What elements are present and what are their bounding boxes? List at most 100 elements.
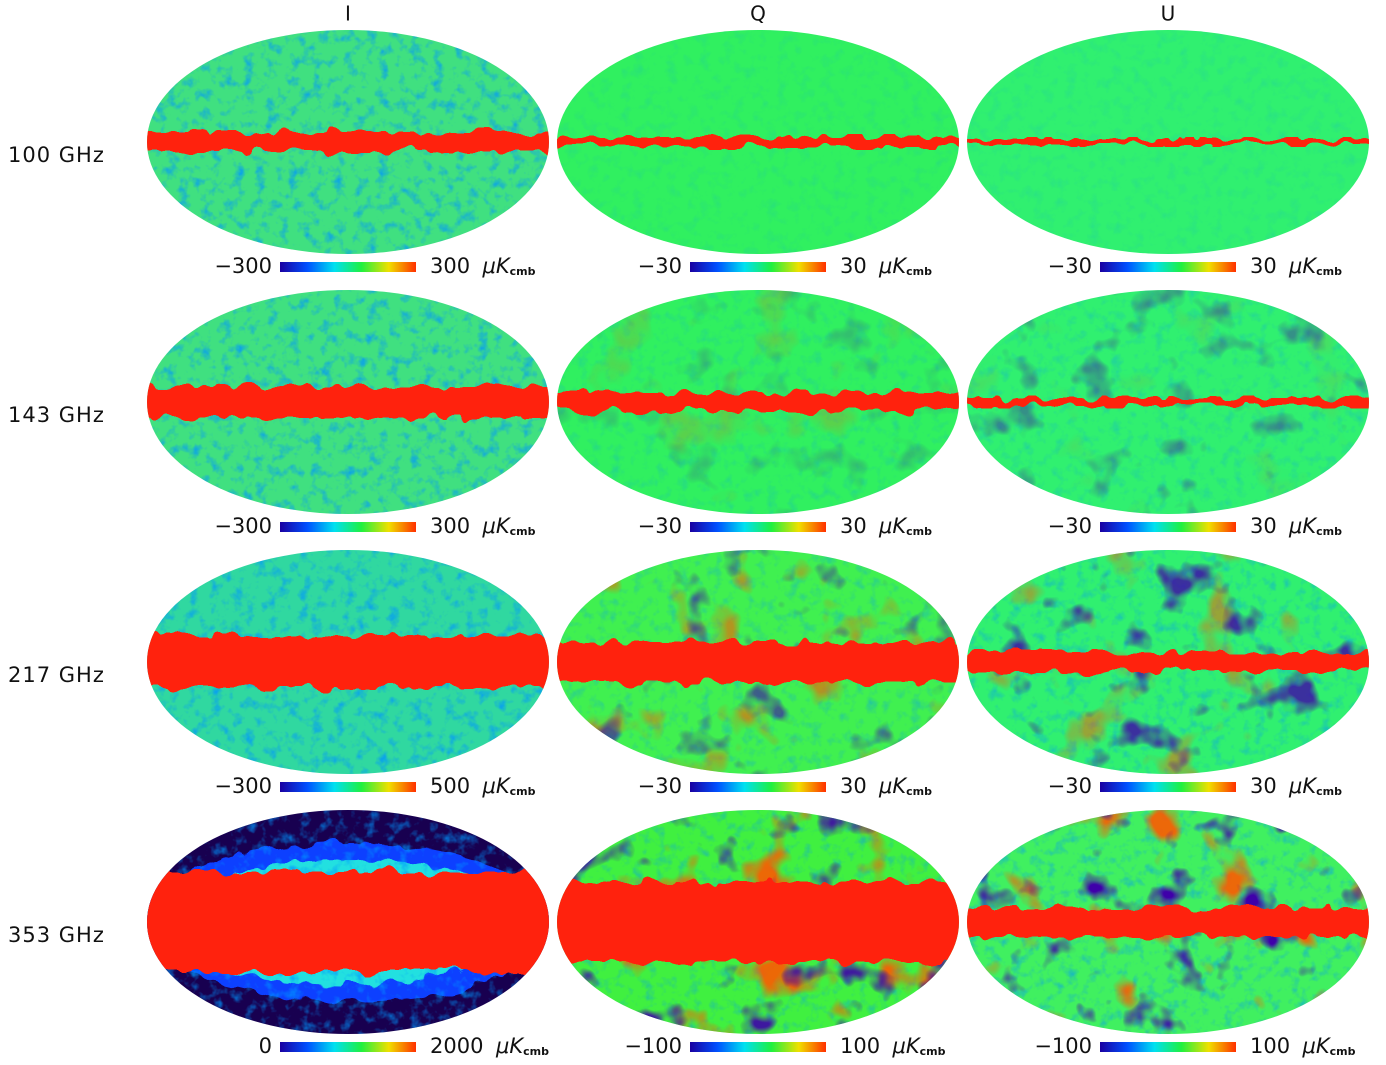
- unit-subscript: cmb: [510, 265, 536, 278]
- unit: μKcmb: [482, 254, 536, 278]
- galactic-plane: [537, 137, 979, 147]
- colorbar-min: −300: [214, 774, 272, 798]
- row-label: 143 GHz: [8, 403, 105, 427]
- unit: μKcmb: [878, 254, 932, 278]
- unit-subscript: cmb: [920, 1045, 946, 1058]
- galactic-plane: [127, 386, 569, 418]
- sky-map: [127, 810, 569, 1034]
- unit-symbol: μK: [1302, 1034, 1332, 1058]
- unit-symbol: μK: [495, 1034, 525, 1058]
- colorbar-min: −300: [214, 514, 272, 538]
- sky-map: [947, 810, 1386, 1034]
- colorbar-max: 2000: [430, 1034, 483, 1058]
- unit-symbol: μK: [1288, 774, 1318, 798]
- galactic-plane: [127, 636, 569, 688]
- colorbar-min: −30: [1048, 514, 1092, 538]
- colorbar: [280, 522, 416, 532]
- sky-map: [127, 550, 569, 774]
- unit: μKcmb: [1288, 774, 1342, 798]
- unit-symbol: μK: [482, 254, 512, 278]
- galactic-plane: [537, 882, 979, 962]
- row-label: 217 GHz: [8, 663, 105, 687]
- unit: μKcmb: [495, 1034, 549, 1058]
- galactic-plane: [947, 907, 1386, 937]
- colorbar: [280, 1042, 416, 1052]
- unit-subscript: cmb: [906, 785, 932, 798]
- unit-symbol: μK: [878, 774, 908, 798]
- colorbar-min: −30: [1048, 774, 1092, 798]
- unit-subscript: cmb: [1330, 1045, 1356, 1058]
- colorbar-min: −30: [1048, 254, 1092, 278]
- colorbar-min: −30: [638, 514, 682, 538]
- column-header: I: [345, 2, 351, 26]
- column-header: Q: [750, 2, 766, 26]
- sky-map: [537, 810, 979, 1034]
- unit: μKcmb: [1302, 1034, 1356, 1058]
- colorbar-min: −100: [624, 1034, 682, 1058]
- unit-subscript: cmb: [510, 785, 536, 798]
- unit: μKcmb: [1288, 254, 1342, 278]
- unit: μKcmb: [878, 774, 932, 798]
- colorbar-min: −100: [1034, 1034, 1092, 1058]
- colorbar-max: 100: [840, 1034, 880, 1058]
- colorbar-max: 30: [1250, 774, 1277, 798]
- unit-symbol: μK: [482, 774, 512, 798]
- colorbar: [690, 262, 826, 272]
- colorbar-min: −30: [638, 254, 682, 278]
- unit-subscript: cmb: [510, 525, 536, 538]
- colorbar: [690, 522, 826, 532]
- colorbar: [280, 782, 416, 792]
- colorbar-max: 300: [430, 254, 470, 278]
- galactic-plane: [537, 642, 979, 682]
- row-label: 353 GHz: [8, 923, 105, 947]
- colorbar: [280, 262, 416, 272]
- unit-subscript: cmb: [1316, 525, 1342, 538]
- colorbar-max: 30: [840, 254, 867, 278]
- sky-map: [947, 550, 1386, 774]
- unit-subscript: cmb: [906, 265, 932, 278]
- colorbar: [1100, 522, 1236, 532]
- galactic-plane: [127, 872, 569, 972]
- row-label: 100 GHz: [8, 143, 105, 167]
- unit: μKcmb: [482, 514, 536, 538]
- sky-map: [127, 290, 569, 514]
- unit-subscript: cmb: [523, 1045, 549, 1058]
- colorbar-min: −300: [214, 254, 272, 278]
- unit-subscript: cmb: [1316, 265, 1342, 278]
- galactic-plane: [947, 652, 1386, 672]
- unit-symbol: μK: [1288, 254, 1318, 278]
- sky-map: [947, 30, 1386, 254]
- sky-map: [127, 30, 569, 254]
- sky-map: [537, 290, 979, 514]
- galactic-plane: [947, 139, 1386, 145]
- sky-map: [537, 30, 979, 254]
- unit: μKcmb: [1288, 514, 1342, 538]
- colorbar: [1100, 782, 1236, 792]
- colorbar-max: 30: [840, 774, 867, 798]
- colorbar: [690, 1042, 826, 1052]
- colorbar-max: 30: [1250, 254, 1277, 278]
- colorbar-min: −30: [638, 774, 682, 798]
- unit-subscript: cmb: [906, 525, 932, 538]
- unit-symbol: μK: [1288, 514, 1318, 538]
- unit-symbol: μK: [892, 1034, 922, 1058]
- galactic-plane: [947, 398, 1386, 406]
- column-header: U: [1161, 2, 1176, 26]
- sky-map: [947, 290, 1386, 514]
- galactic-plane: [537, 393, 979, 411]
- colorbar-max: 30: [1250, 514, 1277, 538]
- colorbar-max: 500: [430, 774, 470, 798]
- colorbar-max: 300: [430, 514, 470, 538]
- colorbar: [690, 782, 826, 792]
- unit: μKcmb: [892, 1034, 946, 1058]
- unit: μKcmb: [878, 514, 932, 538]
- unit: μKcmb: [482, 774, 536, 798]
- galactic-plane: [127, 132, 569, 152]
- unit-subscript: cmb: [1316, 785, 1342, 798]
- colorbar: [1100, 1042, 1236, 1052]
- colorbar-max: 100: [1250, 1034, 1290, 1058]
- sky-map: [537, 550, 979, 774]
- colorbar-max: 30: [840, 514, 867, 538]
- unit-symbol: μK: [482, 514, 512, 538]
- colorbar: [1100, 262, 1236, 272]
